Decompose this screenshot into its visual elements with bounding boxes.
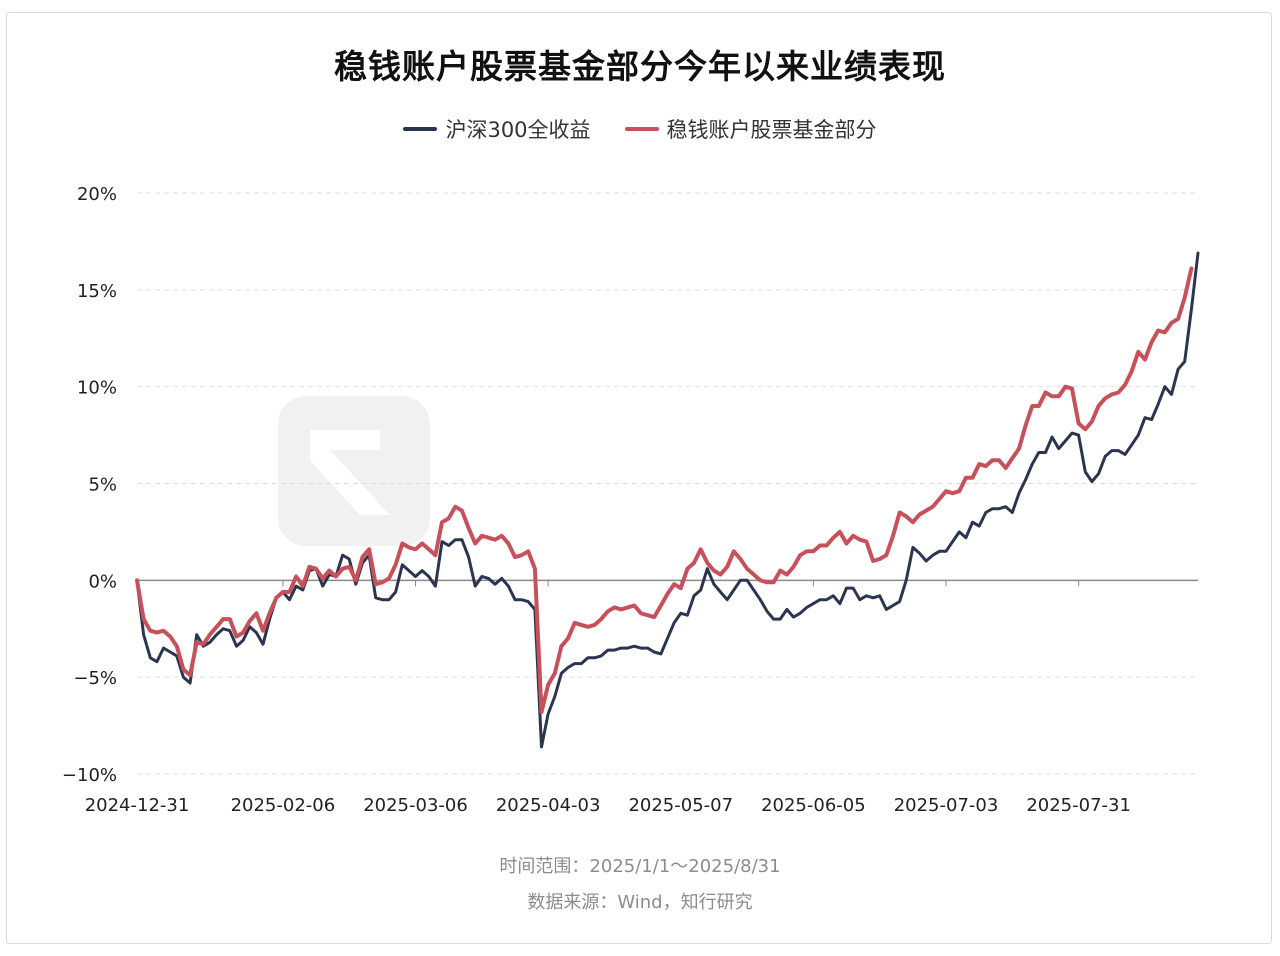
series-line-fund [135, 266, 1194, 714]
x-tick-label: 2025-05-07 [628, 795, 733, 816]
y-tick-label: 15% [77, 281, 117, 302]
x-tick-label: 2024-12-31 [85, 795, 190, 816]
watermark-logo-mark [310, 430, 390, 515]
footer-time-range: 时间范围：2025/1/1～2025/8/31 [499, 856, 781, 877]
y-tick-label: 5% [88, 475, 117, 496]
chart-title: 稳钱账户股票基金部分今年以来业绩表现 [334, 47, 946, 86]
legend-label-hs300: 沪深300全收益 [445, 118, 591, 142]
footer-source: 数据来源：Wind，知行研究 [527, 892, 753, 913]
series-lines [135, 251, 1200, 749]
y-tick-label: 10% [77, 378, 117, 399]
y-axis: 20% 15% 10% 5% 0% −5% −10% [62, 184, 117, 786]
y-tick-label: −10% [62, 765, 117, 786]
legend-item-fund[interactable]: 稳钱账户股票基金部分 [624, 114, 877, 144]
chart-card [6, 12, 1272, 944]
legend-swatch-fund [624, 127, 659, 131]
y-tick-label: 20% [77, 184, 117, 205]
watermark [278, 396, 430, 546]
x-tick-label: 2025-06-05 [761, 795, 866, 816]
chart-legend: 沪深300全收益 稳钱账户股票基金部分 [0, 114, 1280, 144]
x-tick-label: 2025-04-03 [496, 795, 601, 816]
y-tick-label: −5% [73, 668, 117, 689]
x-tick-label: 2025-07-03 [894, 795, 999, 816]
grid-lines [137, 192, 1198, 775]
watermark-logo [278, 396, 430, 546]
y-tick-label: 0% [88, 571, 117, 592]
x-tick-label: 2025-03-06 [363, 795, 468, 816]
legend-label-fund: 稳钱账户股票基金部分 [666, 118, 877, 142]
x-tick-label: 2025-02-06 [231, 795, 336, 816]
legend-item-hs300[interactable]: 沪深300全收益 [403, 114, 591, 144]
legend-swatch-hs300 [403, 127, 438, 131]
x-tick-label: 2025-07-31 [1026, 795, 1131, 816]
x-axis: 2024-12-31 2025-02-06 2025-03-06 2025-04-03… [85, 580, 1131, 816]
